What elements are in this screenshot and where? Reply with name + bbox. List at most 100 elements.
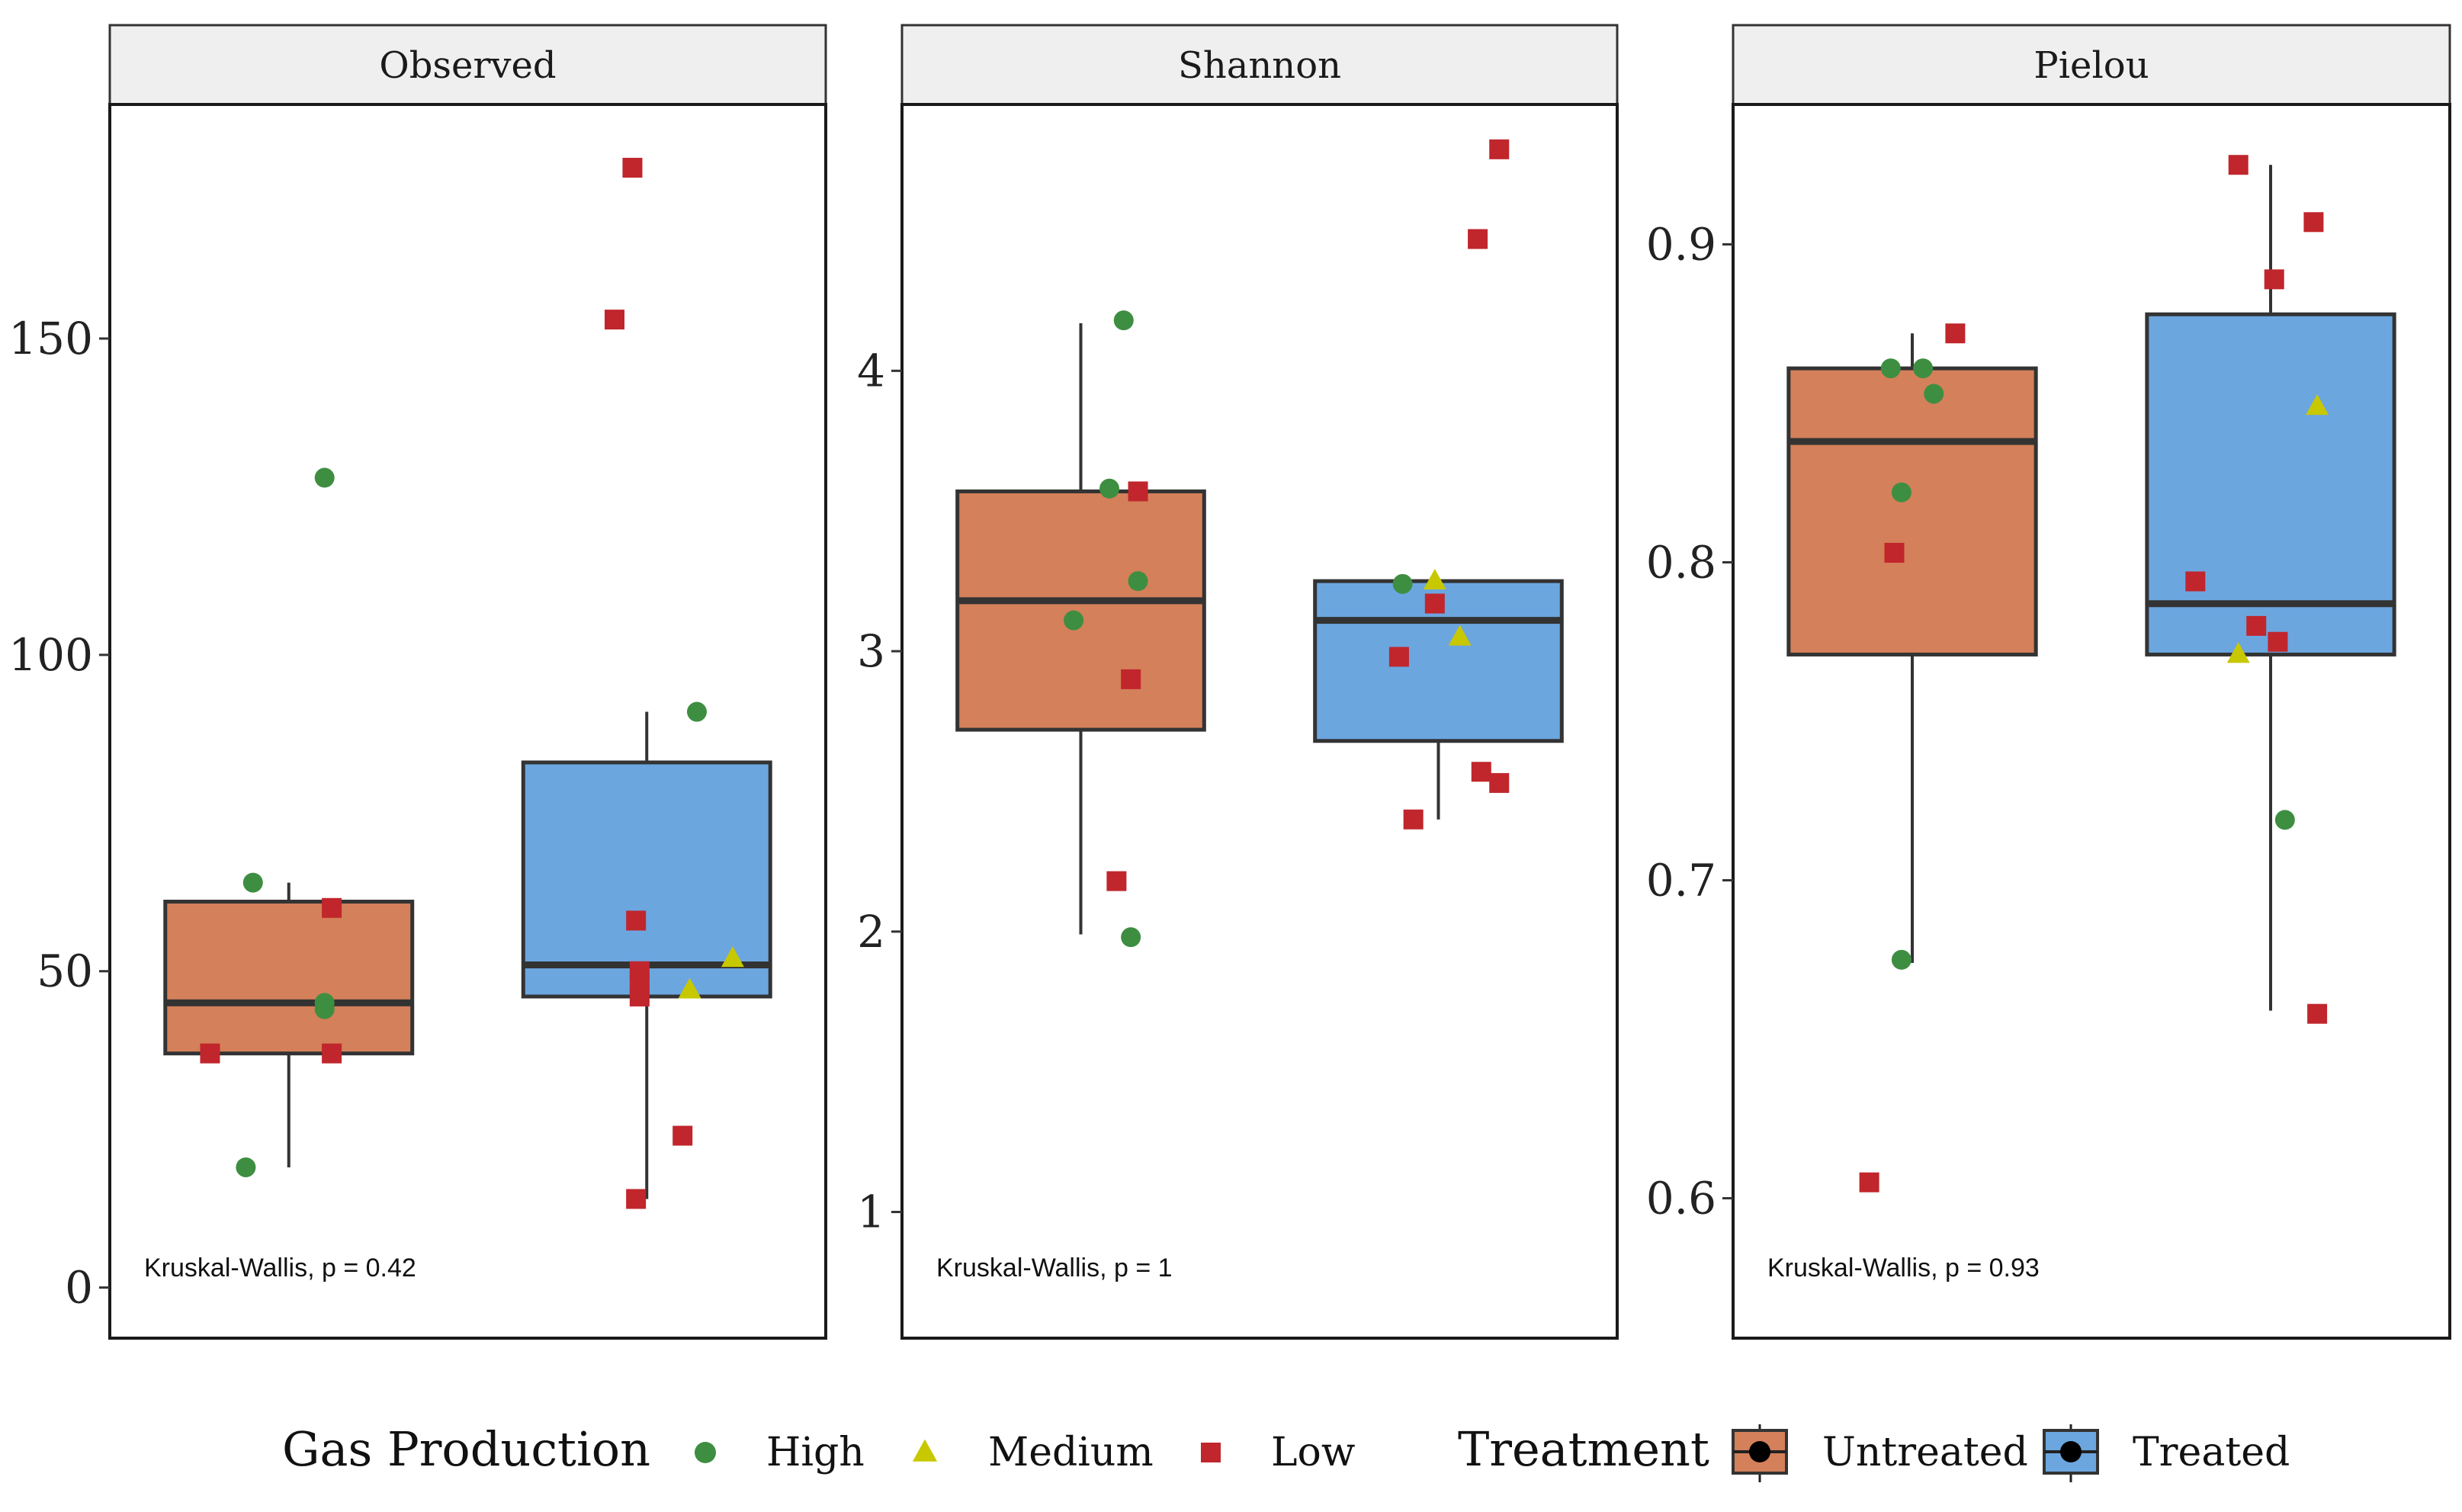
data-point-low — [200, 1043, 220, 1064]
kruskal-wallis-annotation: Kruskal-Wallis, p = 0.93 — [1767, 1254, 2040, 1282]
legend-marker-low — [1201, 1443, 1221, 1462]
facet-strip-label: Observed — [379, 44, 556, 87]
data-point-medium — [2226, 642, 2250, 663]
data-point-low — [1468, 229, 1488, 249]
data-point-low — [1884, 542, 1905, 563]
data-point-high — [686, 701, 707, 722]
data-point-high — [314, 467, 335, 488]
data-point-high — [1891, 949, 1912, 970]
legend: Gas Production High Medium Low Treatment Untr… — [282, 1421, 2290, 1482]
panel-border — [108, 103, 827, 1340]
y-tick-label: 150 — [8, 313, 93, 364]
legend-key-untreated — [1732, 1424, 1788, 1482]
data-point-high — [1880, 358, 1901, 379]
data-point-low — [1859, 1172, 1879, 1193]
data-point-high — [314, 999, 335, 1019]
y-tick-label: 0.7 — [1646, 855, 1716, 907]
facet-panels: Observed 0 50 100 150 Kruskal-Wallis, p = 0.4… — [8, 24, 2451, 1340]
data-point-high — [236, 1157, 256, 1177]
box-untreated — [1786, 333, 2038, 963]
data-point-high — [1392, 573, 1413, 594]
box-treated — [2145, 165, 2396, 1011]
data-point-low — [1128, 481, 1148, 502]
data-point-low — [1489, 772, 1510, 793]
data-point-low — [2268, 631, 2288, 652]
panel-shannon: Shannon 1 2 3 4 Kruskal-Wallis, p = 1 — [857, 24, 1619, 1340]
panel-border — [1732, 103, 2451, 1340]
data-point-low — [622, 157, 643, 178]
y-tick-label: 2 — [857, 906, 885, 958]
data-point-high — [1913, 358, 1934, 379]
facet-strip-label: Shannon — [1178, 44, 1341, 87]
data-point-medium — [1448, 624, 1472, 646]
facet-strip — [900, 24, 1619, 106]
data-point-low — [604, 310, 624, 330]
data-point-high — [2274, 810, 2295, 830]
y-tick-label: 0.9 — [1646, 218, 1716, 270]
box-body — [1313, 579, 1564, 743]
y-tick-label: 50 — [37, 945, 93, 997]
data-point-low — [1945, 323, 1966, 344]
box-body — [955, 489, 1206, 732]
box-untreated — [163, 882, 415, 1167]
data-point-low — [322, 897, 342, 918]
facet-strip-label: Pielou — [2033, 44, 2149, 87]
panel-pielou: Pielou 0.6 0.7 0.8 0.9 Kruskal-Wallis, p = 0.… — [1646, 24, 2451, 1340]
box-untreated — [955, 323, 1206, 935]
data-point-low — [1403, 809, 1424, 830]
data-point-medium — [2306, 394, 2329, 416]
box-body — [1786, 366, 2038, 656]
facet-strip — [108, 24, 827, 106]
data-point-low — [1471, 762, 1491, 782]
data-point-low — [2303, 212, 2324, 233]
data-point-medium — [721, 946, 744, 968]
data-point-high — [1891, 482, 1912, 502]
data-point-high — [1121, 927, 1141, 948]
y-tick-label: 0.6 — [1646, 1173, 1716, 1225]
data-point-low — [2246, 615, 2267, 636]
box-body — [2145, 312, 2396, 656]
legend-key-point — [2060, 1441, 2082, 1462]
data-point-low — [626, 910, 647, 931]
legend-label-high: High — [766, 1430, 865, 1475]
data-point-low — [1424, 593, 1445, 614]
y-tick-label: 0 — [65, 1262, 93, 1314]
legend-key-treated — [2043, 1424, 2099, 1482]
box-treated — [1313, 579, 1564, 820]
data-point-low — [626, 1189, 647, 1209]
panel-observed: Observed 0 50 100 150 Kruskal-Wallis, p = 0.4… — [8, 24, 827, 1340]
box-body — [163, 899, 415, 1056]
data-point-low — [629, 986, 650, 1006]
legend-key-point — [1749, 1441, 1770, 1462]
y-tick-label: 4 — [857, 345, 885, 396]
kruskal-wallis-annotation: Kruskal-Wallis, p = 0.42 — [144, 1254, 416, 1282]
y-tick-label: 3 — [857, 625, 885, 677]
legend-title-gas-production: Gas Production — [282, 1421, 650, 1477]
data-point-low — [322, 1043, 342, 1064]
data-point-high — [242, 872, 263, 893]
data-point-medium — [1423, 569, 1446, 590]
y-tick-label: 1 — [857, 1186, 885, 1238]
legend-label-medium: Medium — [988, 1430, 1154, 1475]
legend-marker-high — [695, 1442, 716, 1463]
legend-title-treatment: Treatment — [1458, 1421, 1709, 1477]
legend-label-treated: Treated — [2133, 1430, 2290, 1475]
legend-label-untreated: Untreated — [1822, 1430, 2028, 1475]
data-point-high — [1924, 384, 1944, 404]
data-point-low — [1489, 139, 1510, 159]
data-point-low — [1388, 647, 1409, 667]
data-point-high — [1128, 571, 1148, 592]
data-point-low — [2228, 155, 2249, 175]
data-point-medium — [678, 978, 701, 999]
legend-marker-medium — [912, 1439, 938, 1462]
data-point-high — [1113, 310, 1134, 331]
y-tick-label: 100 — [8, 629, 93, 681]
data-point-low — [1106, 871, 1127, 891]
data-point-low — [2185, 571, 2206, 592]
data-point-low — [2264, 269, 2284, 290]
legend-label-low: Low — [1271, 1430, 1355, 1475]
data-point-high — [1099, 478, 1120, 499]
data-point-low — [2307, 1003, 2328, 1024]
kruskal-wallis-annotation: Kruskal-Wallis, p = 1 — [936, 1254, 1173, 1282]
